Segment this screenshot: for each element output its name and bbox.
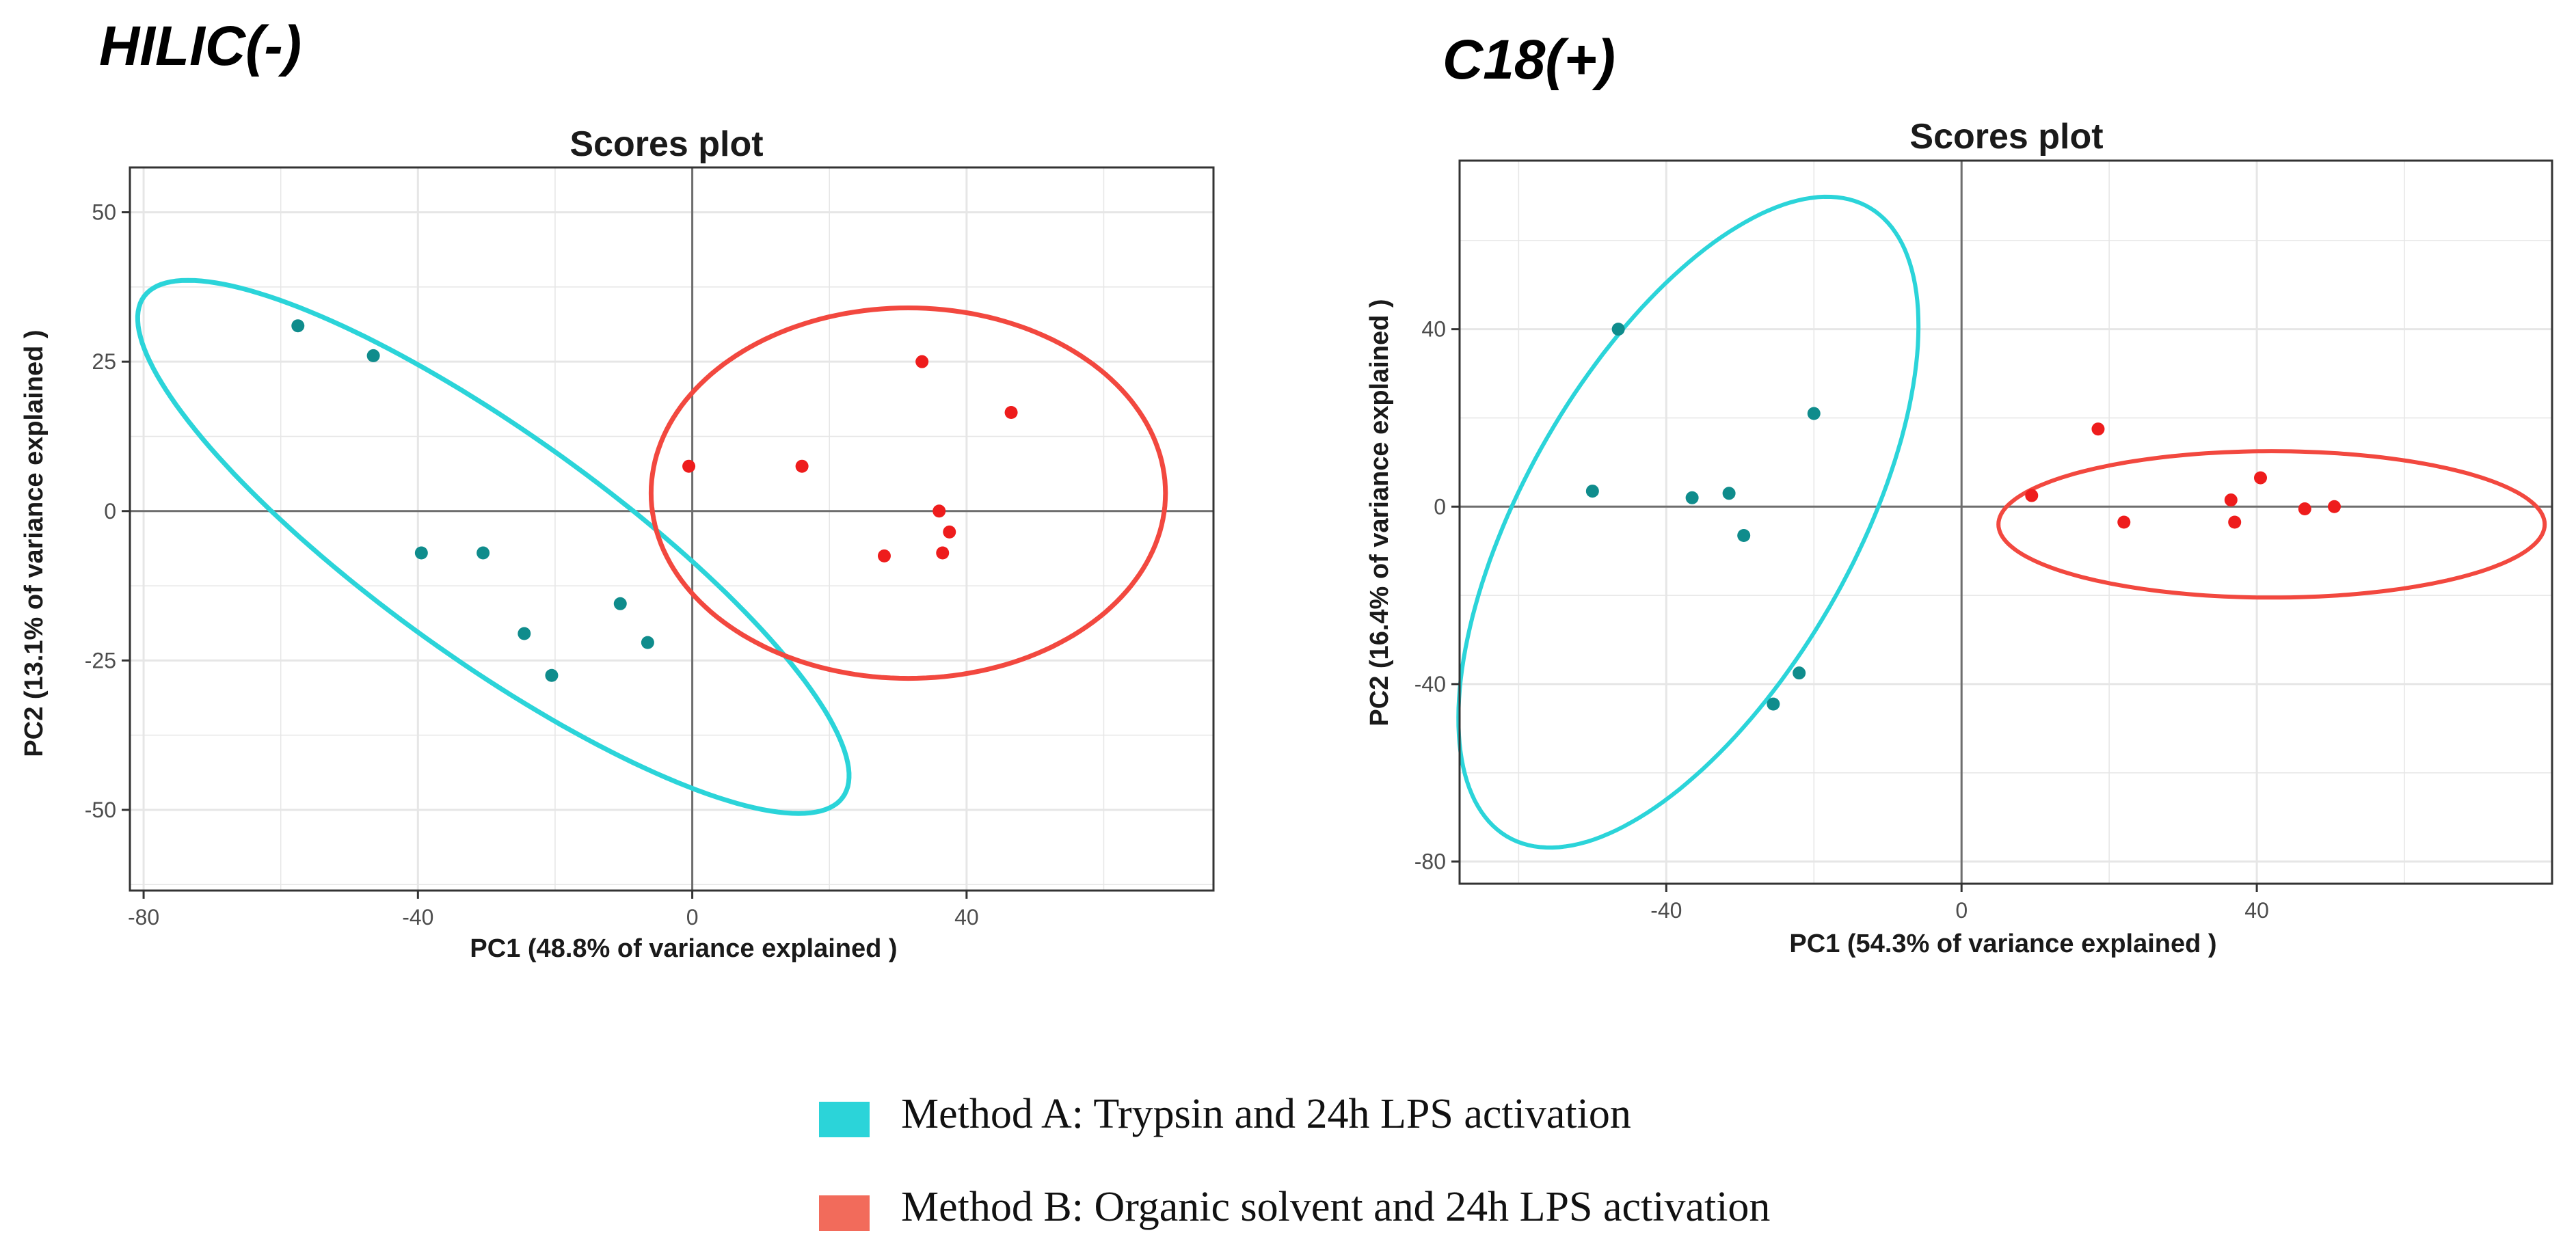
data-point-method-a — [477, 546, 490, 560]
c18-panel: C18(+) Scores plot -40 0 40 40 0 -40 -80 PC1 (… — [1365, 29, 2553, 958]
x-tick-label: -80 — [128, 905, 159, 930]
data-point-method-b — [936, 546, 950, 560]
data-point-method-a — [1585, 485, 1599, 498]
data-point-method-b — [1004, 405, 1018, 419]
plot-title-c18: Scores plot — [1909, 117, 2103, 157]
data-point-method-a — [1793, 666, 1806, 680]
y-tick-label: 0 — [1434, 494, 1446, 519]
data-point-method-b — [795, 459, 809, 473]
ellipse-method-a — [1456, 194, 1921, 850]
x-axis-label-hilic: PC1 (48.8% of variance explained ) — [470, 934, 897, 963]
y-tick-label: -25 — [85, 648, 116, 673]
data-point-method-b — [2327, 500, 2341, 513]
ellipse-method-b — [1996, 449, 2547, 600]
y-tick-label: -40 — [1414, 672, 1446, 696]
y-tick-label: 50 — [92, 200, 116, 225]
x-axis-label-c18: PC1 (54.3% of variance explained ) — [1789, 930, 2216, 958]
x-tick-label: 0 — [686, 905, 699, 930]
data-point-method-a — [1611, 323, 1625, 336]
data-point-method-b — [2117, 515, 2131, 529]
data-point-method-b — [2254, 471, 2268, 485]
legend-label-method-a: Method A: Trypsin and 24h LPS activation — [901, 1091, 1631, 1137]
legend: Method A: Trypsin and 24h LPS activation… — [819, 1091, 1770, 1231]
data-point-method-a — [641, 636, 654, 649]
data-point-method-a — [1807, 407, 1821, 420]
zero-lines-hilic — [130, 167, 1213, 891]
panel-label-c18: C18(+) — [1443, 29, 1615, 91]
legend-swatch-method-a — [819, 1102, 870, 1137]
ellipse-method-a — [135, 277, 852, 816]
points-c18 — [1585, 323, 2341, 711]
data-point-method-a — [414, 546, 428, 560]
y-tick-label: -80 — [1414, 850, 1446, 874]
plot-title-hilic: Scores plot — [569, 124, 763, 164]
y-axis-label-c18: PC2 (16.4% of variance explained ) — [1365, 299, 1394, 726]
panel-label-hilic: HILIC(-) — [99, 15, 301, 77]
data-point-method-a — [613, 597, 627, 610]
data-point-method-b — [943, 525, 956, 539]
x-tick-label: 40 — [954, 905, 979, 930]
x-tick-label: -40 — [1650, 898, 1682, 923]
legend-label-method-b: Method B: Organic solvent and 24h LPS ac… — [901, 1184, 1770, 1230]
zero-lines-c18 — [1460, 161, 2552, 884]
data-point-method-b — [933, 504, 946, 518]
data-point-method-a — [366, 349, 380, 362]
y-tick-label: 40 — [1421, 317, 1446, 342]
ellipse-method-b — [648, 305, 1168, 681]
plot-frame-hilic — [129, 166, 1215, 892]
data-point-method-b — [877, 549, 891, 562]
data-point-method-b — [682, 459, 696, 473]
ticks-c18: -40 0 40 40 0 -40 -80 — [1414, 317, 2269, 923]
data-point-method-a — [1737, 528, 1751, 542]
plot-frame-c18 — [1458, 159, 2553, 885]
points-hilic — [291, 319, 1018, 682]
y-tick-label: 0 — [104, 499, 116, 524]
legend-swatch-method-b — [819, 1195, 870, 1231]
data-point-method-b — [2091, 422, 2105, 436]
data-point-method-a — [291, 319, 305, 333]
x-tick-label: 0 — [1955, 898, 1968, 923]
data-point-method-b — [2025, 489, 2039, 502]
y-axis-label-hilic: PC2 (13.1% of variance explained ) — [20, 329, 49, 757]
data-point-method-a — [1767, 697, 1780, 711]
grid-c18 — [1460, 161, 2553, 884]
y-tick-label: -50 — [85, 798, 116, 822]
data-point-method-b — [2298, 502, 2311, 516]
y-tick-label: 25 — [92, 349, 116, 374]
data-point-method-b — [2228, 515, 2242, 529]
data-point-method-a — [1722, 487, 1736, 500]
ellipses-hilic — [135, 277, 1168, 816]
data-point-method-b — [2224, 493, 2238, 507]
hilic-panel: HILIC(-) Scores plot -80 -40 0 40 50 25 0 -25 -5… — [20, 15, 1215, 963]
x-tick-label: 40 — [2244, 898, 2269, 923]
data-point-method-a — [518, 627, 531, 640]
data-point-method-b — [915, 355, 929, 368]
data-point-method-a — [1685, 491, 1699, 504]
data-point-method-a — [545, 668, 559, 682]
x-tick-label: -40 — [402, 905, 433, 930]
ellipses-c18 — [1456, 194, 2547, 850]
ticks-hilic: -80 -40 0 40 50 25 0 -25 -50 — [85, 200, 979, 930]
